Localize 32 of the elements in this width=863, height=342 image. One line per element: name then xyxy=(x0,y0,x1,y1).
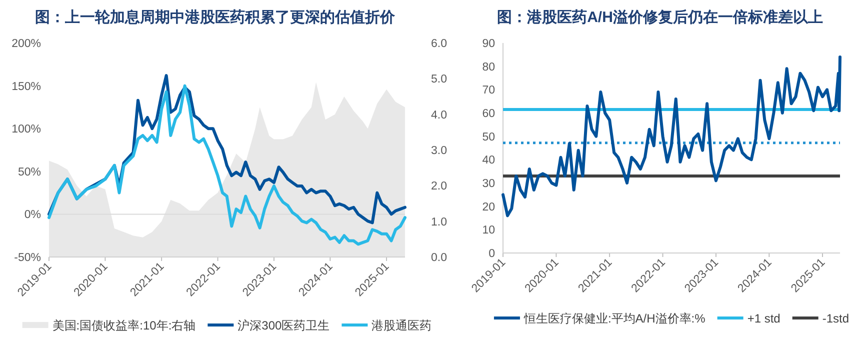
y-tick-label: 50% xyxy=(18,166,41,178)
y2-tick-label: 5.0 xyxy=(431,74,447,86)
y-tick-label: 90 xyxy=(482,38,495,50)
y-tick-label: 30 xyxy=(482,178,495,190)
y-tick-label: 80 xyxy=(482,61,495,74)
y-tick-label: 20 xyxy=(482,201,495,214)
y2-tick-label: 2.0 xyxy=(431,180,447,193)
y2-tick-label: 6.0 xyxy=(431,38,447,50)
y-tick-label: 0 xyxy=(488,248,495,260)
y-tick-label: 100% xyxy=(12,124,41,136)
legend-label: 沪深300医药卫生 xyxy=(238,318,330,332)
y-tick-label: 50 xyxy=(482,131,495,144)
y2-tick-label: 1.0 xyxy=(431,216,447,228)
y-tick-label: 0% xyxy=(24,209,41,222)
chart-title: 图：上一轮加息周期中港股医药积累了更深的估值折价 xyxy=(35,9,396,26)
y2-tick-label: 4.0 xyxy=(431,109,447,122)
legend-label: 恒生医疗保健业:平均A/H溢价率:% xyxy=(522,312,706,326)
chart-title: 图：港股医药A/H溢价修复后仍在一倍标准差以上 xyxy=(497,9,823,26)
line-series xyxy=(502,56,842,218)
y-tick-label: 200% xyxy=(12,38,41,50)
y-tick-label: 150% xyxy=(12,80,41,93)
y-tick-label: 70 xyxy=(482,84,495,97)
y-tick-label: 10 xyxy=(482,224,495,237)
y-tick-label: -50% xyxy=(14,252,41,264)
legend-label: -1std xyxy=(822,312,850,326)
legend-label: 港股通医药 xyxy=(372,318,432,332)
legend-label: 美国:国债收益率:10年:右轴 xyxy=(52,318,196,332)
y-tick-label: 60 xyxy=(482,108,495,120)
y2-tick-label: 0.0 xyxy=(431,252,447,264)
y-tick-label: 40 xyxy=(482,154,495,167)
legend-label: +1 std xyxy=(747,312,780,326)
y2-tick-label: 3.0 xyxy=(431,145,447,157)
